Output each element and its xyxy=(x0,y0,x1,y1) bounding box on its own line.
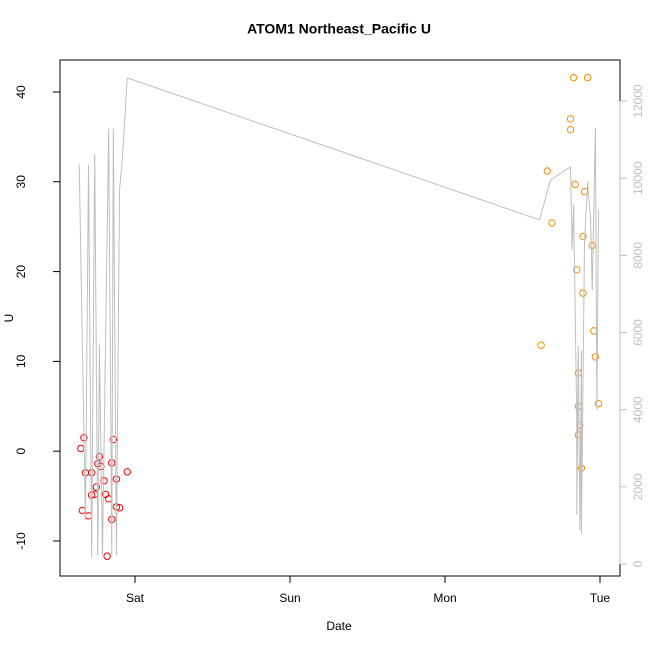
y2-tick-label: 10000 xyxy=(631,161,645,195)
data-point xyxy=(77,444,85,453)
y-tick-label: 0 xyxy=(14,448,28,455)
data-point xyxy=(84,512,93,520)
data-point xyxy=(580,187,589,196)
y2-tick-label: 6000 xyxy=(631,319,645,346)
data-point xyxy=(566,125,575,134)
y2-tick-label: 2000 xyxy=(631,473,645,500)
data-point xyxy=(109,435,118,444)
x-axis-label: Date xyxy=(326,619,352,633)
x-tick-label: Sun xyxy=(279,591,300,605)
data-point xyxy=(591,353,600,361)
data-point xyxy=(571,180,579,189)
data-point xyxy=(569,73,578,82)
data-point xyxy=(573,266,581,274)
y-axis-label: U xyxy=(2,314,16,323)
data-point xyxy=(590,327,598,335)
y-tick-label: -10 xyxy=(14,532,28,550)
data-point xyxy=(579,289,587,297)
x-tick-label: Tue xyxy=(590,591,611,605)
data-point xyxy=(543,167,552,175)
data-point xyxy=(95,452,104,461)
data-point xyxy=(112,475,121,483)
data-point xyxy=(87,469,96,477)
data-point xyxy=(566,115,575,123)
y-tick-label: 40 xyxy=(14,85,28,99)
y2-tick-label: 4000 xyxy=(631,396,645,423)
chart-title: ATOM1 Northeast_Pacific U xyxy=(247,21,431,37)
data-point xyxy=(588,241,596,250)
x-tick-label: Sat xyxy=(126,591,145,605)
data-point xyxy=(594,399,603,408)
data-point xyxy=(92,483,100,491)
y-tick-label: 10 xyxy=(14,354,28,368)
plot-frame xyxy=(59,59,621,577)
x-tick-label: Mon xyxy=(433,591,456,605)
y2-tick-label: 8000 xyxy=(631,242,645,269)
data-point xyxy=(78,506,87,515)
y2-tick-label: 0 xyxy=(631,560,645,567)
y-tick-label: 20 xyxy=(14,265,28,279)
data-point xyxy=(579,232,587,241)
data-point xyxy=(103,552,111,560)
altitude-line xyxy=(78,77,599,558)
y2-tick-label: 12000 xyxy=(631,84,645,118)
data-point xyxy=(537,341,545,349)
y-tick-label: 30 xyxy=(14,175,28,189)
data-point xyxy=(583,73,592,82)
data-point xyxy=(123,468,131,476)
data-point xyxy=(548,219,556,227)
